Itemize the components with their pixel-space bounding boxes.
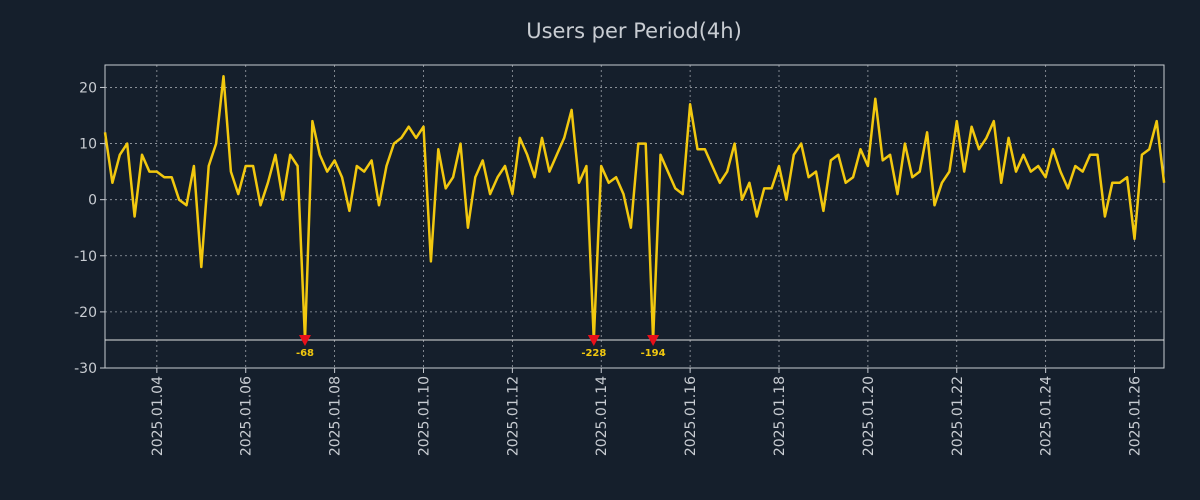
x-tick-label: 2025.01.20	[861, 376, 877, 456]
x-tick-label: 2025.01.06	[239, 376, 255, 456]
plot-layer: -68 -228 -194	[103, 74, 1166, 359]
outlier-label: -228	[581, 348, 606, 359]
outlier-marker	[298, 334, 311, 346]
outlier-label: -68	[296, 348, 314, 359]
y-tick-label: -10	[74, 249, 97, 265]
users-series-line	[103, 74, 1166, 342]
x-tick-label: 2025.01.18	[772, 376, 788, 456]
x-tick-label: 2025.01.24	[1039, 376, 1055, 456]
x-tick-label: 2025.01.26	[1128, 376, 1144, 456]
outlier-marker	[587, 334, 600, 346]
x-tick-label: 2025.01.12	[505, 376, 521, 456]
x-tick-label: 2025.01.22	[950, 376, 966, 456]
x-tick-label: 2025.01.10	[416, 376, 432, 456]
chart-title: Users per Period(4h)	[526, 19, 742, 43]
outlier-marker	[647, 334, 660, 346]
y-tick-label: 20	[79, 80, 97, 96]
y-tick-label: 10	[79, 137, 97, 153]
y-tick-label: -20	[74, 305, 97, 321]
y-tick-label: 0	[88, 193, 97, 209]
y-tick-label: -30	[74, 361, 97, 377]
plot-frame	[104, 64, 1165, 369]
x-tick-label: 2025.01.08	[328, 376, 344, 456]
outlier-label: -194	[641, 348, 666, 359]
x-tick-label: 2025.01.14	[594, 376, 610, 456]
axes-layer: 20 10 0 -10 -20 -30 2025.01.04 2025.01.06 2025.0…	[74, 64, 1165, 456]
x-tick-label: 2025.01.04	[150, 376, 166, 456]
x-tick-label: 2025.01.16	[683, 376, 699, 456]
grid-layer	[105, 65, 1164, 368]
